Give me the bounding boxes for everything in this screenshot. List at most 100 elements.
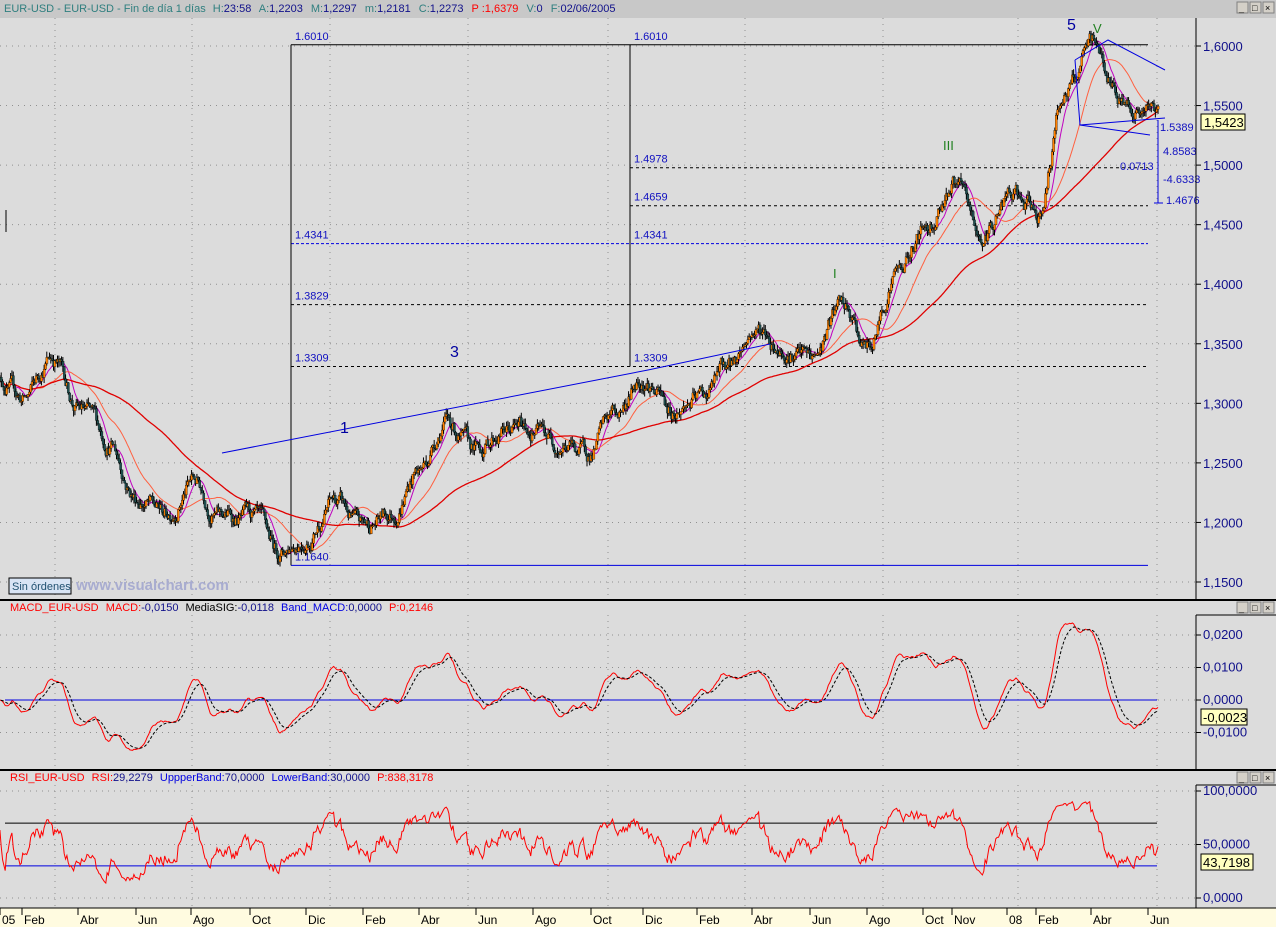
candle [635,382,638,390]
candle [910,246,913,258]
candle [965,187,968,195]
candle [552,444,555,451]
macd-plot: 0,0200 0,0100 0,0000 -0,0100 [0,615,1247,770]
candle [746,339,750,344]
fib-label: 1.3309 [634,353,668,365]
macd-signal-line [0,626,1159,749]
candle [647,383,651,392]
price-tick-label: 1,6000 [1203,39,1243,54]
candle [429,455,432,464]
candle [615,412,618,416]
maximize-icon: □ [1252,3,1258,13]
maximize-button[interactable] [1249,1,1262,14]
price-grid [0,18,1196,600]
time-tick-label: Abr [1093,913,1112,927]
candle [404,490,408,497]
candle [919,225,923,235]
candle [592,449,596,460]
price-header: EUR-USD - EUR-USD - Fin de día 1 días H:… [4,3,616,15]
candle [363,519,366,523]
candle [5,387,8,395]
candle [882,309,885,312]
minimize-icon: _ [1238,3,1245,13]
candle [1046,172,1050,189]
candle [597,428,601,434]
ma-mid-line [0,59,1159,552]
candle [68,392,71,402]
maximize-button[interactable] [1249,601,1262,614]
close-button[interactable] [1262,601,1275,614]
candle [961,180,964,184]
candle [96,420,100,424]
candle [321,523,325,527]
candle [718,363,722,372]
fib-label: 1.3829 [295,291,329,303]
candle [127,487,130,489]
minimize-button[interactable] [1236,1,1249,14]
candle [177,509,180,522]
candle [1050,151,1054,167]
time-tick-label: Jun [138,913,157,927]
candle [274,543,278,551]
time-tick-label: Dic [308,913,325,927]
close-icon: × [1265,3,1270,13]
candle [1101,54,1105,63]
candle [979,239,983,244]
candle [811,355,814,360]
candle [37,375,41,379]
close-button[interactable] [1262,1,1275,14]
candle [935,216,939,228]
minimize-button[interactable] [1236,771,1249,784]
candle [723,361,727,370]
candle [185,485,188,495]
orders-status[interactable]: Sin órdenes [8,577,72,595]
orders-status-label: Sin órdenes [12,581,71,593]
candle [561,448,565,453]
wave-label: III [943,138,954,153]
candle [950,184,953,194]
candle [584,446,588,455]
wave-label: 1 [340,420,349,437]
wave-label: I [833,266,837,281]
candle [530,433,534,442]
candle [1056,109,1059,116]
candle [966,193,970,203]
candle [1009,192,1012,196]
candle [114,444,117,452]
time-tick-label: Abr [754,913,773,927]
candle [841,296,845,304]
price-tick-label: 1,2000 [1203,515,1243,530]
macd-tick-label: -0,0100 [1203,725,1247,740]
measure-label: 1.4676 [1166,195,1200,207]
minimize-icon: _ [1238,603,1245,613]
candle [845,303,849,307]
candle [825,329,829,340]
candle [168,515,172,521]
macd-tick-label: 0,0200 [1203,627,1243,642]
close-button[interactable] [1262,771,1275,784]
close-icon: × [1265,773,1270,783]
candle [120,469,124,479]
ma-fast-line [0,40,1159,555]
candle [998,209,1002,215]
candle [583,439,586,447]
candle [533,434,537,436]
candle [482,453,486,458]
price-axis[interactable]: 1,6000 1,5500 1,5000 1,4500 1,4000 1,3500 1,30… [1196,39,1243,590]
candle [891,276,894,285]
maximize-button[interactable] [1249,771,1262,784]
minimize-button[interactable] [1236,601,1249,614]
candle [206,509,209,517]
candle [794,351,798,357]
candle [847,305,850,310]
maximize-icon: □ [1252,773,1258,783]
time-axis[interactable] [0,908,1276,927]
measure-label: -4.6333 [1163,174,1200,186]
candle [926,225,929,231]
candle [1034,210,1038,219]
time-axis-labels: 05 Feb Abr Jun Ago Oct Dic Feb Abr Jun Ago Oct Dic Fe… [0,908,1169,927]
fibonacci-levels: 1.6010 1.4341 1.3829 1.3309 1.1640 1.6010 1.49… [290,31,1148,566]
candle [821,341,825,352]
candle [855,320,858,332]
price-tick-label: 1,4000 [1203,277,1243,292]
